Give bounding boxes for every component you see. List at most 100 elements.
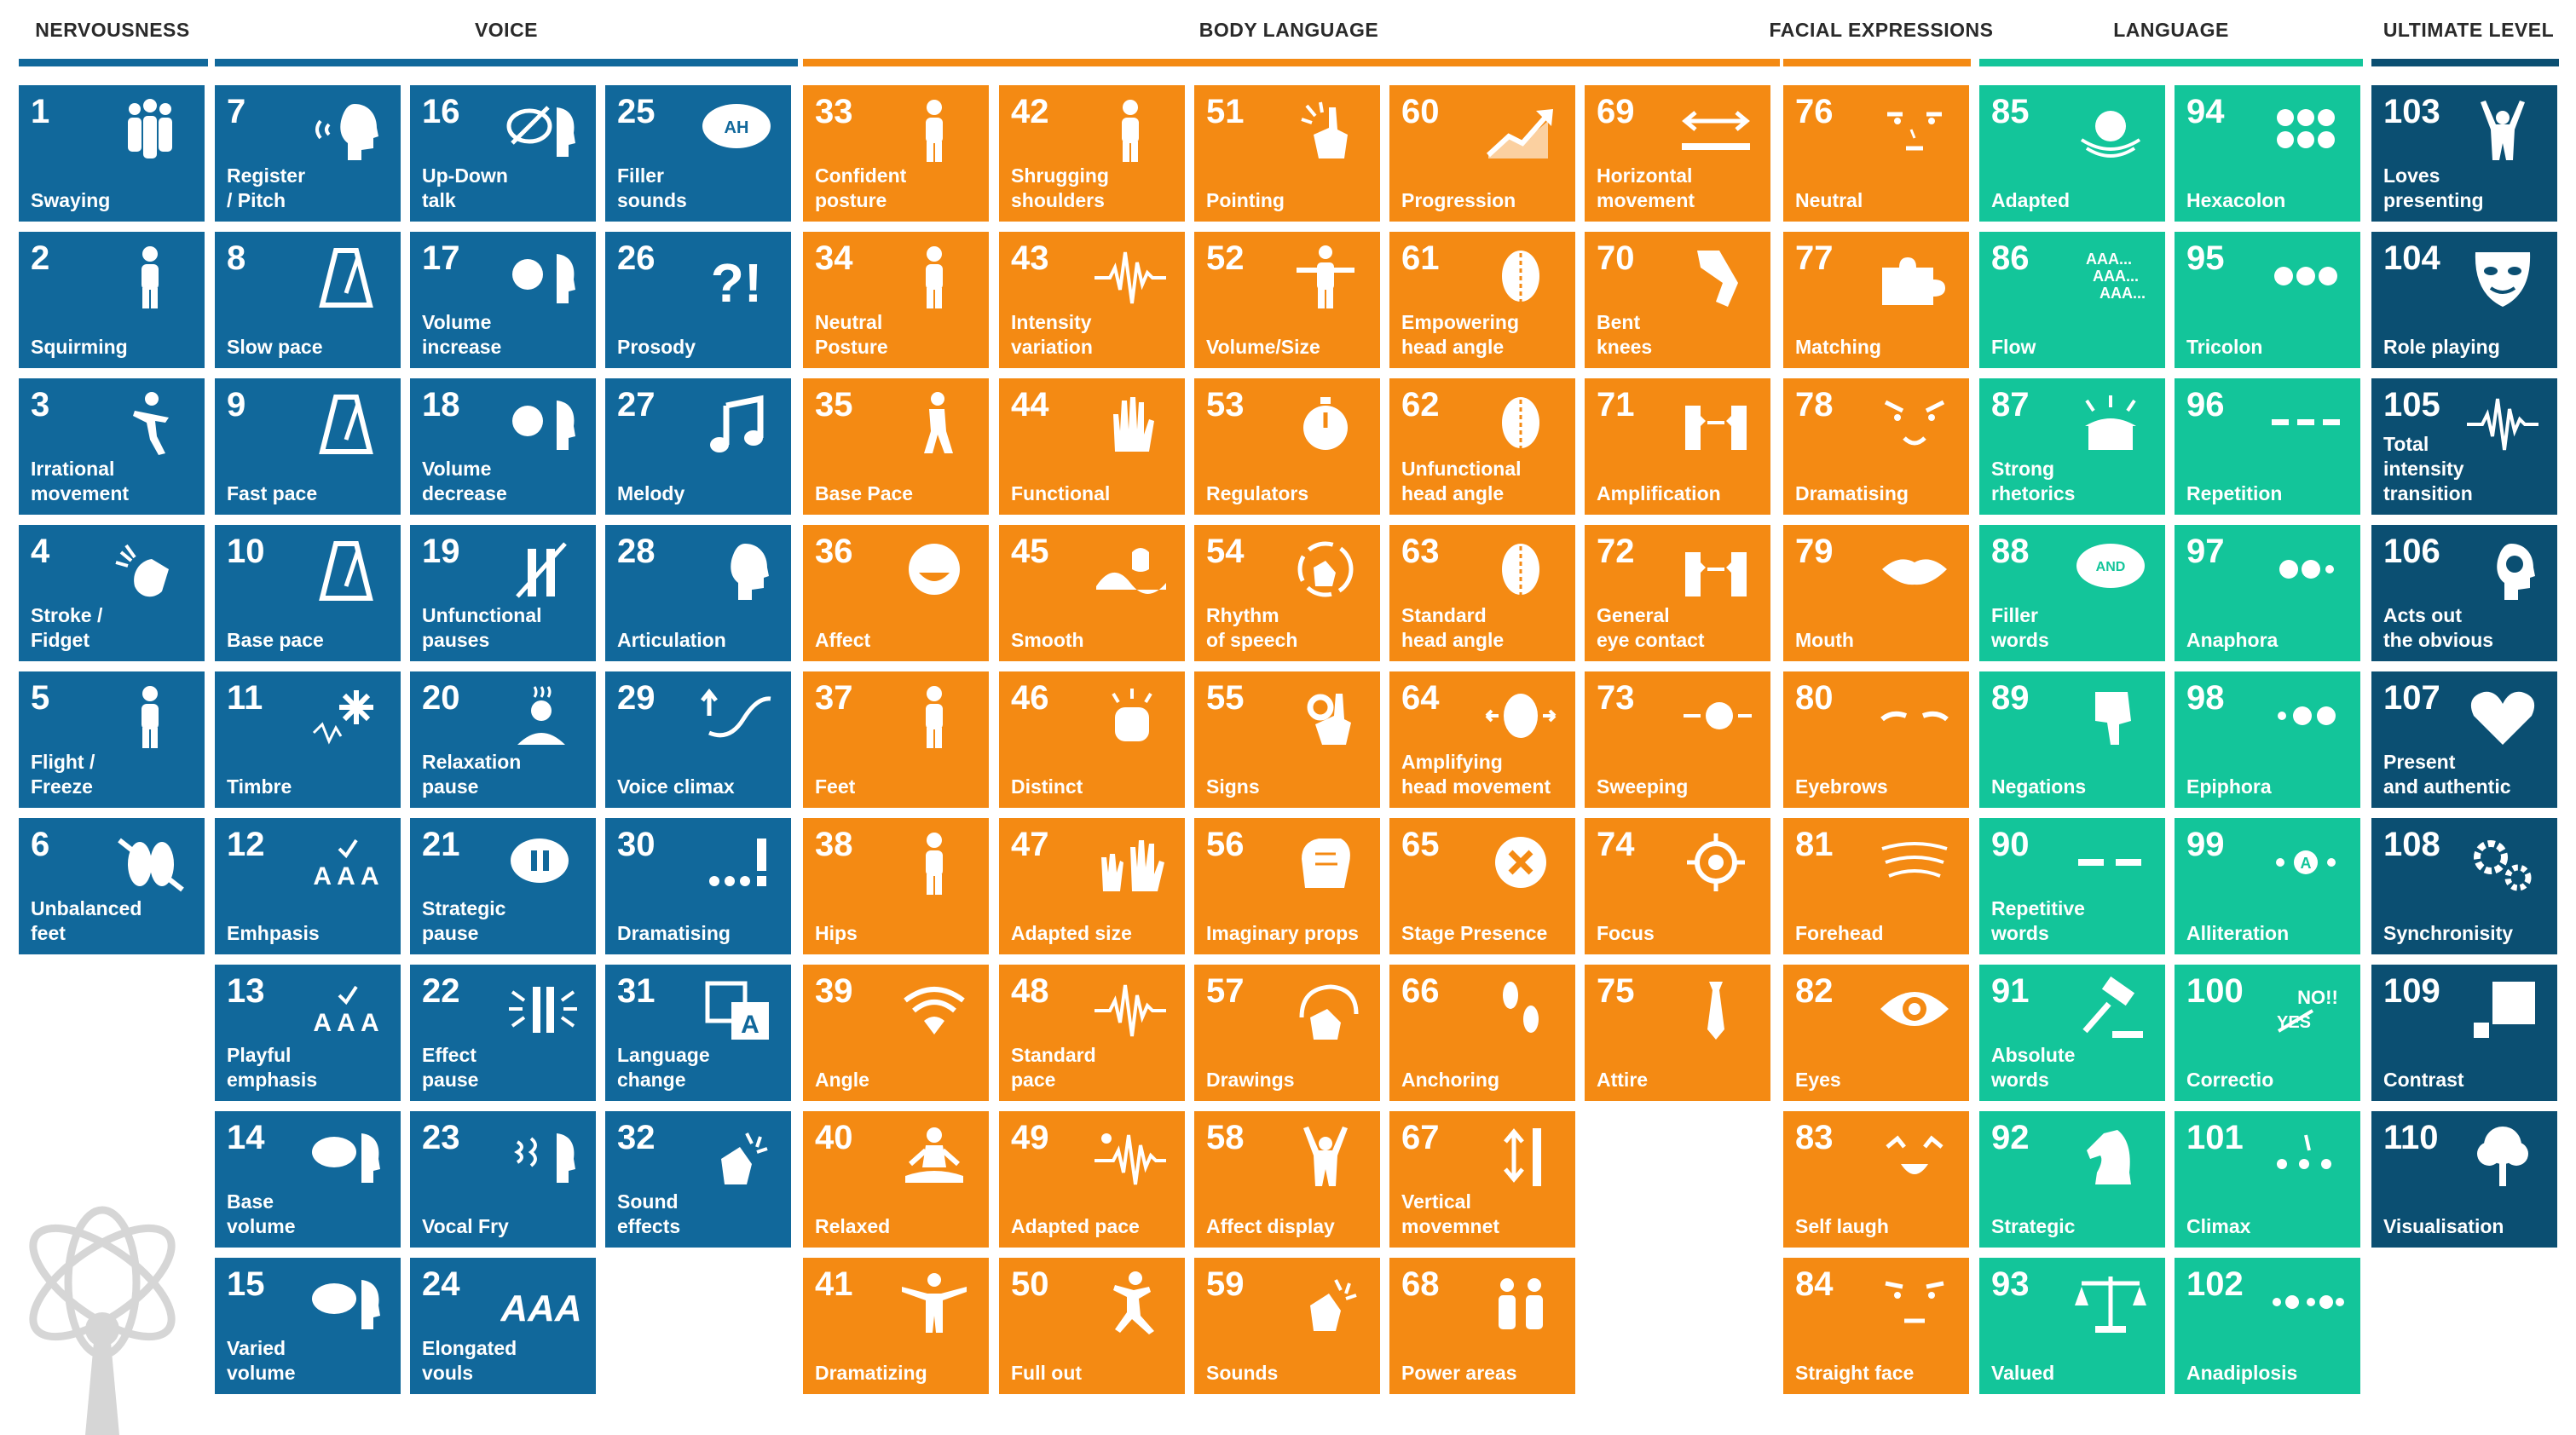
element-label: Dramatizing	[815, 1362, 927, 1384]
element-number: 69	[1597, 93, 1635, 130]
element-tile-18: 18 Volume decrease	[410, 378, 596, 515]
waveform-icon	[1086, 973, 1175, 1045]
element-tile-72: 72 General eye contact	[1585, 525, 1770, 661]
element-tile-81: 81 Forehead	[1783, 818, 1969, 954]
element-label: Smooth	[1011, 629, 1084, 651]
element-number: 30	[617, 826, 656, 863]
element-tile-2: 2 Squirming	[19, 232, 205, 368]
element-number: 88	[1991, 533, 2030, 570]
element-tile-4: 4 Stroke / Fidget	[19, 525, 205, 661]
horizontal-arrow-icon	[1672, 94, 1760, 165]
person-icon	[106, 680, 194, 752]
element-label: Eyes	[1795, 1069, 1841, 1091]
element-tile-103: 103 Loves presenting	[2371, 85, 2557, 222]
element-tile-32: 32 Sound effects	[605, 1111, 791, 1248]
element-tile-27: 27 Melody	[605, 378, 791, 515]
music-note-icon	[692, 387, 781, 458]
person-icon	[890, 827, 979, 898]
head-fry-icon	[497, 1120, 586, 1191]
element-tile-79: 79 Mouth	[1783, 525, 1969, 661]
element-number: 32	[617, 1119, 656, 1156]
forehead-wrinkles-icon	[1870, 827, 1959, 898]
element-number: 6	[31, 826, 50, 863]
svg-text:AAA: AAA	[500, 1288, 582, 1329]
laughing-face-icon	[1870, 1120, 1959, 1191]
eyebrows-icon	[1870, 680, 1959, 752]
element-tile-109: 109 Contrast	[2371, 965, 2557, 1101]
dots-anaphora-icon	[2261, 533, 2350, 605]
svg-text:A A A: A A A	[313, 862, 378, 890]
clapping-hands-icon	[106, 533, 194, 605]
wave-hand-icon	[1086, 533, 1175, 605]
person-icon	[1086, 94, 1175, 165]
element-tile-23: 23 Vocal Fry	[410, 1111, 596, 1248]
element-tile-92: 92 Strategic	[1979, 1111, 2165, 1248]
metronome-icon	[302, 387, 390, 458]
element-tile-102: 102 Anadiplosis	[2175, 1258, 2360, 1394]
element-number: 21	[422, 826, 460, 863]
element-number: 85	[1991, 93, 2030, 130]
element-number: 96	[2186, 386, 2225, 424]
person-balancing-icon	[106, 387, 194, 458]
element-number: 3	[31, 386, 50, 424]
element-label: Sounds	[1206, 1362, 1279, 1384]
element-label: Irrational movement	[31, 458, 130, 504]
element-number: 51	[1206, 93, 1245, 130]
element-tile-36: 36 Affect	[803, 525, 989, 661]
two-hands-icon	[1086, 827, 1175, 898]
element-number: 110	[2383, 1119, 2439, 1156]
element-tile-93: 93 Valued	[1979, 1258, 2165, 1394]
element-label: Emhpasis	[227, 922, 320, 944]
heads-facing-icon	[1672, 387, 1760, 458]
element-label: Vocal Fry	[422, 1215, 509, 1237]
element-number: 86	[1991, 239, 2030, 277]
person-walking-icon	[890, 387, 979, 458]
element-tile-69: 69 Horizontal movement	[1585, 85, 1770, 222]
element-number: 68	[1401, 1265, 1440, 1303]
element-number: 71	[1597, 386, 1635, 424]
element-label: Bent knees	[1597, 311, 1653, 358]
element-number: 40	[815, 1119, 853, 1156]
element-label: Vertical movemnet	[1401, 1190, 1500, 1237]
element-label: Mouth	[1795, 629, 1854, 651]
element-tile-50: 50 Full out	[999, 1258, 1185, 1394]
element-tile-14: 14 Base volume	[215, 1111, 401, 1248]
three-dots-icon	[2261, 240, 2350, 312]
element-label: Unfunctional head angle	[1401, 458, 1522, 504]
dots-exclaim-icon	[692, 827, 781, 898]
element-label: Intensity variation	[1011, 311, 1093, 358]
element-tile-73: 73 Sweeping	[1585, 671, 1770, 808]
svg-text:NO!!: NO!!	[2297, 987, 2338, 1008]
element-number: 45	[1011, 533, 1049, 570]
eye-sweep-icon	[1672, 680, 1760, 752]
element-tile-76: 76 Neutral	[1783, 85, 1969, 222]
element-tile-107: 107 Present and authentic	[2371, 671, 2557, 808]
element-label: Imaginary props	[1206, 922, 1359, 944]
element-label: Repetitive words	[1991, 897, 2085, 944]
header-voice: VOICE	[474, 19, 539, 41]
element-tile-63: 63 Standard head angle	[1389, 525, 1575, 661]
element-tile-6: 6 Unbalanced feet	[19, 818, 205, 954]
element-label: Regulators	[1206, 482, 1309, 504]
element-tile-68: 68 Power areas	[1389, 1258, 1575, 1394]
element-tile-75: 75 Attire	[1585, 965, 1770, 1101]
element-number: 33	[815, 93, 853, 130]
mask-icon	[2458, 240, 2547, 312]
element-tile-33: 33 Confident posture	[803, 85, 989, 222]
and-like-bubble-icon: AND	[2066, 533, 2155, 605]
dots-epiphora-icon	[2261, 680, 2350, 752]
header-body-language: BODY LANGUAGE	[1198, 19, 1379, 41]
element-tile-1: 1 Swaying	[19, 85, 205, 222]
element-number: 5	[31, 679, 50, 717]
element-number: 97	[2186, 533, 2225, 570]
element-number: 46	[1011, 679, 1049, 717]
dots-climax-icon	[2261, 1120, 2350, 1191]
element-number: 87	[1991, 386, 2030, 424]
element-number: 107	[2383, 679, 2440, 717]
element-label: Effect pause	[422, 1044, 479, 1091]
element-number: 31	[617, 972, 656, 1010]
speech-bubble-head-icon	[302, 1120, 390, 1191]
element-number: 8	[227, 239, 246, 277]
element-tile-49: 49 Adapted pace	[999, 1111, 1185, 1248]
divider-voice	[215, 59, 798, 66]
